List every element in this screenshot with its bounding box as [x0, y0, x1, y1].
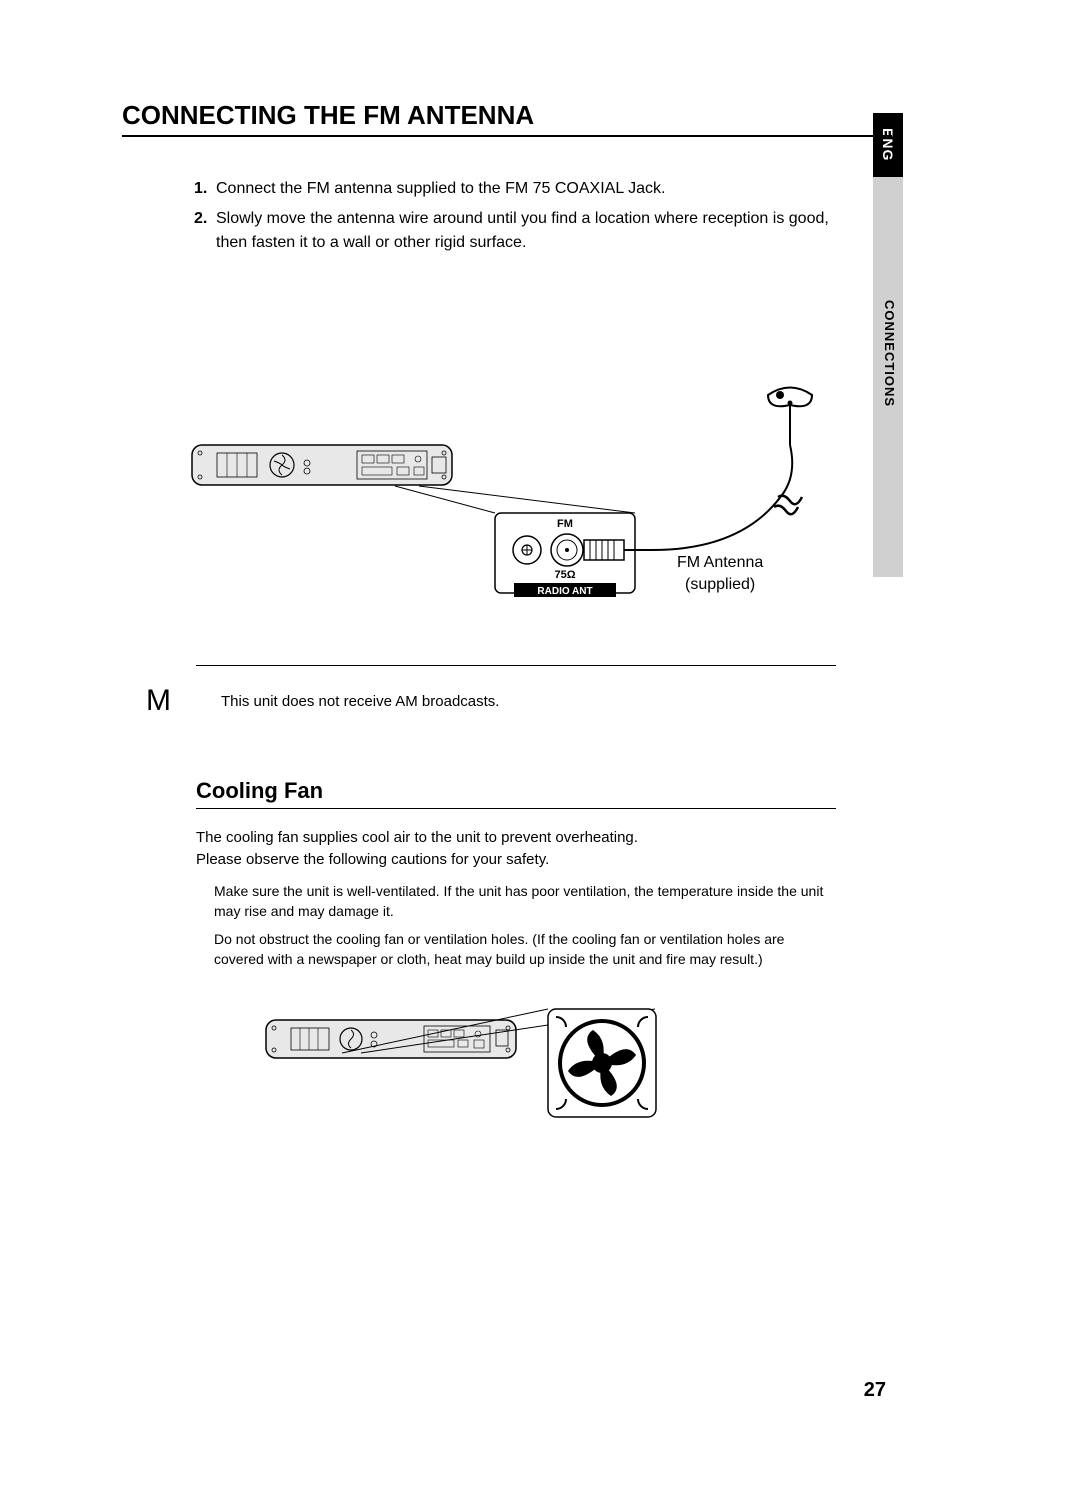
note-icon: M — [146, 684, 171, 718]
note-row: M This unit does not receive AM broadcas… — [196, 665, 836, 718]
steps-list: 1. Connect the FM antenna supplied to th… — [194, 177, 844, 255]
cooling-intro-line2: Please observe the following cautions fo… — [196, 849, 836, 871]
step-number: 2. — [194, 207, 216, 255]
bullet-item: Make sure the unit is well-ventilated. I… — [214, 881, 834, 922]
fan-diagram-svg — [196, 1000, 696, 1140]
antenna-caption-line2: (supplied) — [677, 574, 763, 596]
step-number: 1. — [194, 177, 216, 201]
note-text: This unit does not receive AM broadcasts… — [221, 693, 499, 710]
page-number: 27 — [864, 1379, 886, 1402]
cooling-bullets: Make sure the unit is well-ventilated. I… — [214, 881, 834, 970]
antenna-caption: FM Antenna (supplied) — [677, 552, 763, 595]
antenna-caption-line1: FM Antenna — [677, 552, 763, 574]
step-item: 2. Slowly move the antenna wire around u… — [194, 207, 844, 255]
step-text: Slowly move the antenna wire around unti… — [216, 207, 844, 255]
cooling-fan-diagram — [196, 1000, 892, 1150]
svg-text:RADIO ANT: RADIO ANT — [537, 586, 592, 597]
step-text: Connect the FM antenna supplied to the F… — [216, 177, 665, 201]
page-title: CONNECTING THE FM ANTENNA — [122, 100, 892, 137]
cooling-fan-heading: Cooling Fan — [196, 778, 836, 809]
bullet-item: Do not obstruct the cooling fan or venti… — [214, 929, 834, 970]
svg-text:FM: FM — [557, 518, 573, 530]
step-item: 1. Connect the FM antenna supplied to th… — [194, 177, 844, 201]
page-content: CONNECTING THE FM ANTENNA 1. Connect the… — [122, 100, 892, 1150]
svg-text:75Ω: 75Ω — [554, 569, 575, 581]
cooling-intro: The cooling fan supplies cool air to the… — [196, 827, 836, 871]
cooling-intro-line1: The cooling fan supplies cool air to the… — [196, 827, 836, 849]
fm-antenna-diagram: FM 75Ω RADIO — [122, 295, 892, 645]
